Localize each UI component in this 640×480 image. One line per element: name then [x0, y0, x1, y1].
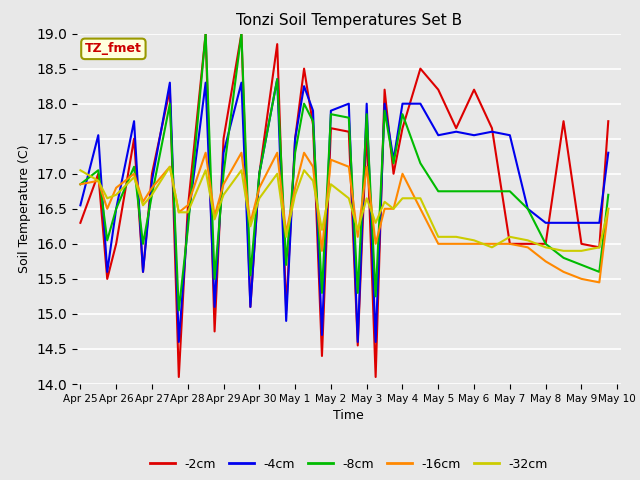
Legend: -2cm, -4cm, -8cm, -16cm, -32cm: -2cm, -4cm, -8cm, -16cm, -32cm	[145, 453, 553, 476]
X-axis label: Time: Time	[333, 409, 364, 422]
Title: Tonzi Soil Temperatures Set B: Tonzi Soil Temperatures Set B	[236, 13, 462, 28]
Y-axis label: Soil Temperature (C): Soil Temperature (C)	[18, 144, 31, 273]
Text: TZ_fmet: TZ_fmet	[85, 42, 142, 55]
